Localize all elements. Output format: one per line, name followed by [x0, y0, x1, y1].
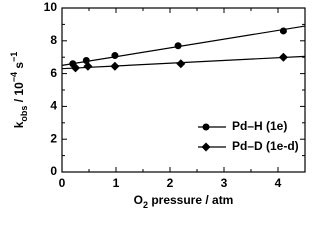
- y-tick-label: 0: [50, 164, 57, 178]
- x-axis-label: O2 pressure / atm: [134, 193, 234, 210]
- point: [71, 63, 80, 73]
- point: [111, 52, 119, 60]
- legend-label: Pd–H (1e): [232, 119, 287, 133]
- x-axis-label-part: pressure / atm: [148, 193, 233, 207]
- legend-marker: [201, 142, 211, 152]
- x-tick-label: 0: [59, 176, 66, 190]
- fit-line: [61, 25, 306, 66]
- x-tick-label: 4: [275, 176, 282, 190]
- x-tick-label: 2: [167, 176, 174, 190]
- y-axis-label-part: / 10: [12, 82, 26, 106]
- point: [174, 42, 182, 50]
- point: [110, 61, 120, 71]
- y-tick-label: 8: [50, 33, 57, 47]
- y-axis-label-part: s: [12, 62, 26, 72]
- x-tick-label: 3: [221, 176, 228, 190]
- y-tick-label: 6: [50, 66, 57, 80]
- point: [278, 52, 288, 62]
- x-axis-label-part: 2: [143, 200, 148, 210]
- legend-marker: [202, 123, 210, 131]
- x-tick-label: 1: [113, 176, 120, 190]
- y-tick-label: 10: [44, 0, 58, 14]
- point: [279, 27, 287, 35]
- y-axis-label-part: −4: [9, 72, 19, 82]
- y-tick-label: 2: [50, 131, 57, 145]
- point: [83, 61, 93, 71]
- y-axis-label: kobs / 10−4 s−1: [9, 52, 29, 129]
- y-axis-label-part: −1: [9, 52, 19, 62]
- y-axis-label-part: k: [12, 121, 26, 128]
- point: [176, 59, 186, 69]
- y-tick-label: 4: [50, 99, 57, 113]
- x-axis-label-part: O: [134, 193, 143, 207]
- legend-label: Pd–D (1e-d): [232, 139, 299, 153]
- y-axis-label-part: obs: [19, 106, 29, 122]
